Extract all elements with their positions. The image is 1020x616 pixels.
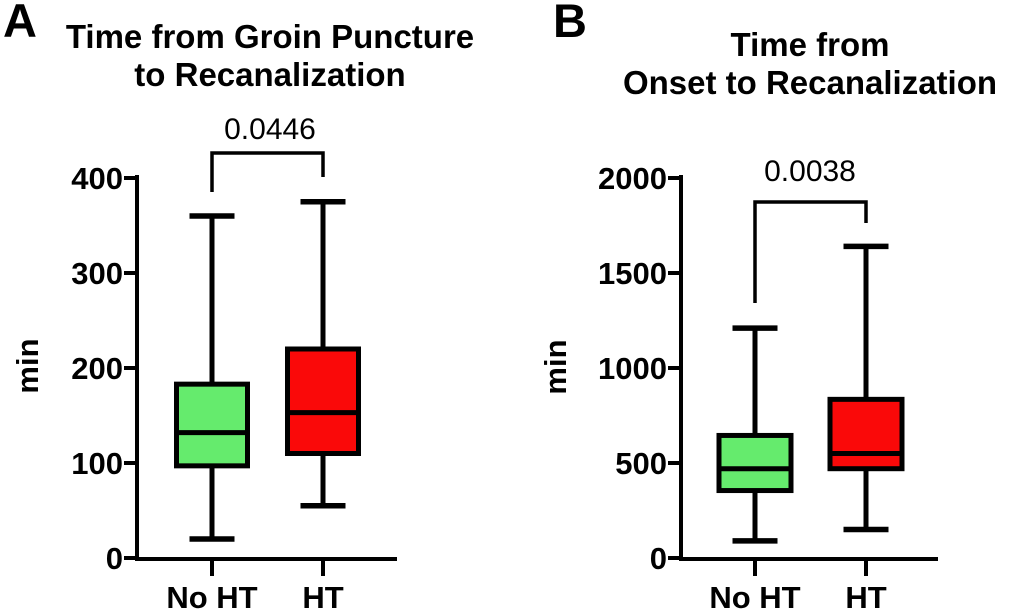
y-tick-label: 200 bbox=[71, 351, 123, 386]
panel-b-letter: B bbox=[553, 0, 587, 47]
box-whisker-ht bbox=[285, 199, 361, 509]
category-label: HT bbox=[302, 580, 343, 615]
box-ht bbox=[285, 346, 361, 456]
y-tick-label: 100 bbox=[71, 446, 123, 481]
panel-b-title-line-1: Time from bbox=[730, 26, 890, 63]
category-label: No HT bbox=[709, 580, 800, 615]
y-tick-label: 400 bbox=[71, 161, 123, 196]
panel-b-title-line-2: Onset to Recanalization bbox=[622, 64, 998, 101]
panel-a-title-line-1: Time from Groin Puncture bbox=[65, 18, 475, 55]
box-whisker-no-ht bbox=[716, 325, 794, 544]
panel-b: B Time from Onset to Recanalization 0 500… bbox=[510, 0, 1020, 616]
panel-b-title: Time from Onset to Recanalization bbox=[590, 26, 1020, 102]
box-no-ht bbox=[716, 432, 794, 494]
box-whisker-no-ht bbox=[174, 213, 250, 542]
y-axis-title: min bbox=[10, 338, 45, 393]
box-ht bbox=[827, 396, 905, 472]
significance-bracket bbox=[753, 200, 868, 303]
y-tick-label: 300 bbox=[71, 256, 123, 291]
y-tick-label: 1500 bbox=[598, 256, 667, 291]
y-tick-label: 1000 bbox=[598, 351, 667, 386]
box-whisker-ht bbox=[827, 243, 905, 533]
y-tick-label: 0 bbox=[106, 541, 123, 576]
panel-a-letter: A bbox=[3, 0, 37, 47]
significance-bracket bbox=[210, 151, 325, 192]
y-tick-label: 500 bbox=[615, 446, 667, 481]
panel-a: A Time from Groin Puncture to Recanaliza… bbox=[3, 0, 474, 615]
panel-a-title: Time from Groin Puncture to Recanalizati… bbox=[0, 18, 555, 94]
boxplot-onset-to-recanalization: 0 500 1000 1500 2000 min No HT HT 0.0038 bbox=[538, 155, 938, 615]
category-label: HT bbox=[845, 580, 886, 615]
box-no-ht bbox=[174, 381, 250, 469]
p-value-label: 0.0446 bbox=[224, 113, 316, 146]
p-value-label: 0.0038 bbox=[764, 155, 856, 188]
panel-a-title-line-2: to Recanalization bbox=[134, 56, 406, 93]
category-label: No HT bbox=[166, 580, 257, 615]
y-tick-label: 2000 bbox=[598, 161, 667, 196]
boxplot-groin-puncture-to-recanalization: 0 100 200 300 400 min No HT HT 0.0446 bbox=[10, 113, 397, 615]
y-tick-label: 0 bbox=[650, 541, 667, 576]
y-axis-title: min bbox=[538, 339, 573, 394]
